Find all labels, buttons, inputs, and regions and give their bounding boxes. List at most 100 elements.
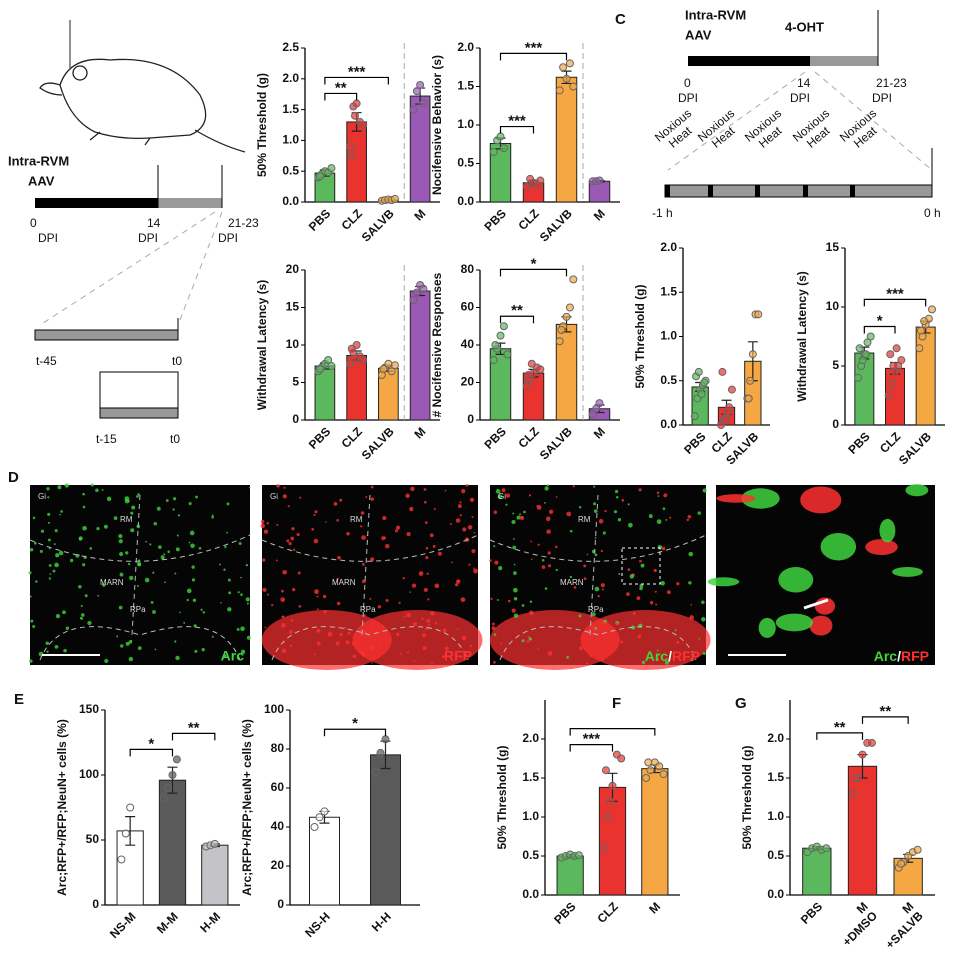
cell-signal — [152, 571, 155, 574]
data-point — [555, 337, 564, 346]
cell-signal — [604, 509, 607, 513]
region-label: MARN — [100, 578, 124, 587]
cell-signal — [495, 489, 501, 494]
data-point — [121, 829, 130, 838]
timeline-tick: DPI — [790, 91, 810, 105]
region-outline — [489, 494, 707, 661]
cell-signal — [290, 536, 295, 541]
cell-signal — [513, 596, 518, 601]
rfp-mass — [352, 610, 483, 670]
y-axis-label: 50% Threshold (g) — [740, 745, 754, 849]
cell-signal — [433, 508, 436, 511]
cell-signal — [175, 547, 180, 552]
data-point — [565, 59, 574, 68]
panel-label: E — [14, 691, 24, 708]
cell-signal — [409, 506, 414, 512]
significance-bracket — [499, 315, 535, 324]
x-tick-label: CLZ — [339, 424, 365, 450]
y-tick-label: 1.0 — [767, 809, 784, 823]
cell-signal — [493, 633, 497, 636]
cell-signal — [195, 495, 198, 499]
cell-signal — [313, 538, 319, 544]
cell-signal — [154, 648, 157, 651]
data-point — [855, 344, 864, 353]
data-point — [866, 332, 875, 341]
timeline-tick: DPI — [38, 231, 58, 245]
mouse-sketch — [39, 20, 246, 153]
cell-signal — [702, 651, 706, 656]
cell-signal — [52, 569, 56, 573]
data-point — [601, 766, 610, 775]
data-point — [849, 789, 858, 798]
cell-signal — [513, 571, 517, 576]
cell-signal — [46, 650, 49, 653]
cell-signal — [526, 640, 530, 644]
cell-signal — [82, 492, 85, 496]
data-point — [387, 367, 396, 376]
cell-signal — [426, 572, 429, 575]
cell-signal — [473, 568, 478, 574]
cell-signal — [626, 592, 630, 596]
cell-signal — [653, 568, 657, 573]
drug-label: 4-OHT — [785, 19, 824, 34]
cell-signal — [512, 545, 517, 550]
cell-signal — [78, 554, 80, 557]
cell-signal — [53, 543, 56, 546]
cell-signal — [28, 571, 32, 575]
cell-signal — [127, 562, 131, 566]
cell-signal — [236, 628, 240, 631]
data-point — [347, 151, 356, 160]
cell-signal — [429, 533, 434, 538]
x-tick-label: PBS — [845, 429, 872, 456]
cell-signal — [455, 583, 459, 587]
cell-signal — [430, 611, 435, 616]
y-axis-label: 50% Threshold (g) — [255, 73, 269, 177]
cell-signal — [701, 617, 706, 622]
timeline-title: Intra-RVM — [8, 153, 69, 168]
y-tick-label: 80 — [461, 262, 475, 276]
cell-signal — [432, 544, 436, 548]
cell-signal — [103, 524, 108, 529]
chart: 0 20 40 60 80 # Nocifensive Responses PBS CLZSA… — [430, 255, 620, 462]
x-tick-label: PBS — [482, 206, 509, 233]
cell-signal — [578, 646, 583, 651]
cell-signal — [35, 580, 38, 583]
cell-signal — [296, 533, 300, 537]
channel-label-part: / — [668, 648, 672, 664]
cell-signal — [428, 623, 431, 626]
window-label: t-45 — [36, 354, 57, 368]
cell-signal — [489, 559, 492, 562]
cell-signal — [45, 641, 50, 645]
cell-signal — [165, 499, 169, 502]
cell-signal — [47, 521, 50, 524]
region-label: RPa — [588, 605, 604, 614]
data-point — [164, 784, 173, 792]
cell-signal — [411, 583, 417, 588]
zoom-box — [621, 547, 661, 585]
cell-signal — [501, 488, 506, 493]
cell-signal — [641, 660, 646, 665]
cell-signal — [343, 626, 347, 630]
cell-signal — [627, 503, 630, 506]
data-point — [159, 794, 168, 803]
cell-signal — [118, 539, 123, 544]
cell-signal — [402, 577, 405, 580]
data-point — [889, 362, 898, 370]
y-tick-label: 2.0 — [660, 240, 677, 254]
cell-signal — [537, 543, 540, 546]
window-box — [99, 371, 179, 418]
time-label: 0 h — [924, 206, 941, 220]
data-point — [172, 755, 181, 764]
data-point — [320, 807, 329, 816]
data-point — [409, 105, 418, 114]
y-tick-label: 150 — [79, 702, 99, 716]
cell-signal — [513, 587, 518, 593]
data-point — [565, 303, 574, 312]
cell-signal — [47, 496, 50, 499]
timeline-tick: 14 — [147, 216, 161, 230]
cell-signal — [471, 515, 474, 518]
cell-signal — [223, 654, 227, 658]
cell-signal — [602, 531, 606, 535]
cell-signal — [365, 495, 368, 498]
